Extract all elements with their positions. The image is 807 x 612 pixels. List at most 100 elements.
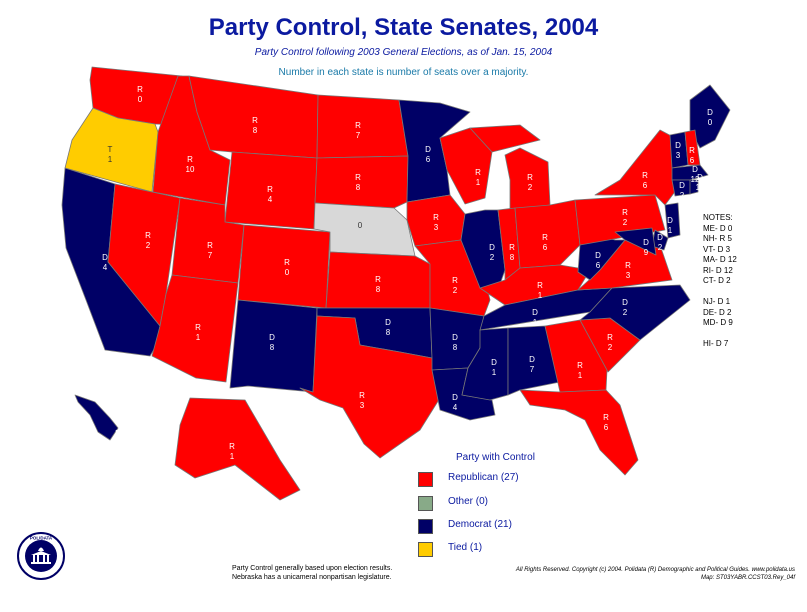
notes-title: NOTES:	[703, 213, 733, 222]
seal-lettering: POLIDATA	[30, 536, 53, 541]
notes-item: DE- D 2	[703, 307, 732, 317]
legend-label: Republican (27)	[448, 472, 519, 483]
footer-note: Party Control generally based upon elect…	[232, 565, 393, 572]
state-md	[614, 227, 657, 256]
footer-notes: Party Control generally based upon elect…	[232, 564, 392, 582]
copyright: All Rights Reserved. Copyright (c) 2004.…	[516, 566, 795, 582]
state-fl	[519, 389, 639, 476]
state-sd	[314, 155, 409, 209]
state-nc	[579, 284, 691, 341]
map-note: Number in each state is number of seats …	[278, 67, 529, 78]
page-subtitle: Party Control following 2003 General Ele…	[254, 47, 553, 58]
notes-item: RI- D 12	[703, 265, 733, 275]
state-nm	[229, 299, 318, 393]
notes-item	[703, 287, 737, 298]
state-ma	[671, 164, 709, 181]
state-tx	[299, 315, 441, 459]
state-label-ne: 0	[358, 221, 363, 230]
polidata-seal-icon: POLIDATA	[17, 532, 65, 580]
notes-item: CT- D 2	[703, 276, 731, 285]
notes-item	[703, 329, 737, 340]
notes-item: MD- D 9	[703, 318, 733, 327]
state-al	[507, 325, 561, 396]
map-id: Map: ST03YABR.CCST03.Rey_04f	[700, 575, 795, 581]
state-nj	[664, 202, 681, 239]
notes-item: MA- D 12	[703, 255, 737, 264]
footer-note: Nebraska has a unicameral nonpartisan le…	[232, 574, 392, 581]
notes-item: VT- D 3	[703, 244, 731, 254]
legend-swatch	[418, 542, 433, 557]
notes-panel: NOTES: ME- D 0 NH- R 5 VT- D 3 MA- D 12 …	[703, 213, 737, 350]
state-ri	[689, 179, 699, 195]
legend-title: Party with Control	[456, 452, 535, 463]
legend-swatch	[418, 519, 433, 534]
state-label-id: R 10	[186, 155, 195, 174]
legend-swatch	[418, 472, 433, 487]
state-nd	[316, 94, 409, 159]
notes-item: NJ- D 1	[703, 297, 731, 306]
state-label-ma: D 12	[691, 165, 700, 184]
state-az	[151, 274, 239, 383]
state-or	[64, 107, 159, 193]
legend-label: Democrat (21)	[448, 519, 512, 530]
state-ny	[594, 129, 681, 206]
state-label-ri: D 12	[696, 173, 705, 192]
legend-swatch	[418, 496, 433, 511]
legend-label: Other (0)	[448, 496, 489, 507]
state-ak	[174, 397, 301, 501]
page-title: Party Control, State Senates, 2004	[208, 14, 599, 41]
state-me	[689, 84, 731, 149]
notes-item: NH- R 5	[703, 234, 732, 243]
legend-label: Tied (1)	[448, 542, 483, 553]
notes-item: HI- D 7	[703, 339, 729, 348]
copyright-text: All Rights Reserved. Copyright (c) 2004.…	[515, 567, 795, 573]
state-hi	[74, 394, 119, 441]
